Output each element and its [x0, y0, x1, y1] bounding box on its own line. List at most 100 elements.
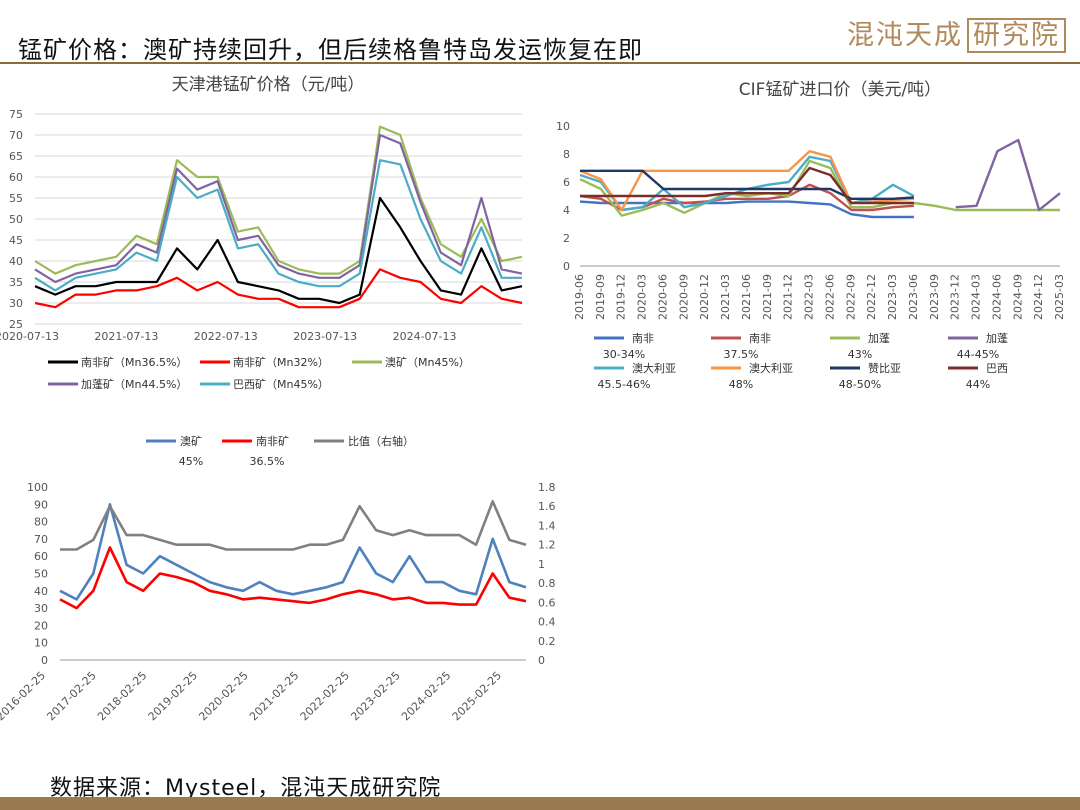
legend-label: 澳大利亚 [749, 361, 793, 375]
y-tick-label-left: 60 [34, 550, 48, 563]
legend-label: 36.5% [250, 455, 285, 468]
x-tick-label: 2020-03 [636, 274, 649, 320]
y-tick-label-right: 0.2 [538, 635, 556, 648]
x-tick-label: 2020-12 [698, 274, 711, 320]
y-tick-label: 35 [9, 276, 23, 289]
x-tick-label: 2021-07-13 [94, 330, 158, 343]
chart-title: CIF锰矿进口价（美元/吨） [739, 80, 941, 100]
y-tick-label-left: 100 [27, 481, 48, 494]
x-tick-label: 2025-02-25 [450, 669, 504, 723]
x-tick-label: 2024-06 [990, 274, 1003, 320]
y-tick-label-right: 0.4 [538, 616, 556, 629]
legend-label: 巴西矿（Mn45%） [233, 378, 329, 391]
y-tick-label-right: 1.4 [538, 519, 556, 532]
legend-label: 加蓬 [868, 332, 890, 345]
series-line [59, 546, 527, 610]
series-line [34, 268, 523, 309]
y-tick-label: 50 [9, 213, 23, 226]
y-tick-label-left: 50 [34, 568, 48, 581]
y-tick-label-left: 70 [34, 533, 48, 546]
legend-label: 南非矿（Mn36.5%） [81, 356, 187, 369]
x-tick-label: 2020-06 [656, 274, 669, 320]
x-tick-label: 2023-07-13 [293, 330, 357, 343]
x-tick-label: 2020-02-25 [196, 669, 250, 723]
y-tick-label-left: 0 [41, 654, 48, 667]
x-tick-label: 2018-02-25 [95, 669, 149, 723]
brand-logo: 混沌天成 研究院 [847, 13, 1066, 53]
series-line [579, 200, 914, 219]
x-tick-label: 2022-09 [844, 274, 857, 320]
series-line [955, 138, 1061, 212]
y-tick-label: 45 [9, 234, 23, 247]
x-tick-label: 2022-06 [823, 274, 836, 320]
legend-label: 44-45% [957, 348, 999, 361]
y-tick-label: 2 [563, 232, 570, 245]
x-tick-label: 2017-02-25 [44, 669, 98, 723]
series-line [34, 133, 523, 284]
x-tick-label: 2021-06 [740, 274, 753, 320]
series-line [580, 169, 914, 200]
footer-bar [0, 797, 1080, 810]
x-tick-label: 2024-02-25 [399, 669, 453, 723]
x-tick-label: 2023-12 [949, 274, 962, 320]
x-tick-label: 2021-03 [719, 274, 732, 320]
y-tick-label-left: 30 [34, 602, 48, 615]
page-title: 锰矿价格：澳矿持续回升，但后续格鲁特岛发运恢复在即 [18, 36, 643, 64]
series-line [579, 159, 1060, 217]
y-tick-label: 40 [9, 255, 23, 268]
y-tick-label: 0 [563, 260, 570, 273]
series-line [60, 500, 527, 551]
x-tick-label: 2020-09 [677, 274, 690, 320]
legend-label: 加蓬 [986, 332, 1008, 345]
x-tick-label: 2022-12 [865, 274, 878, 320]
legend-label: 加蓬矿（Mn44.5%） [81, 378, 187, 391]
x-tick-label: 2023-03 [886, 274, 899, 320]
y-tick-label-right: 0.8 [538, 577, 556, 590]
y-tick-label: 4 [563, 204, 570, 217]
y-tick-label-right: 0 [538, 654, 545, 667]
legend-label: 37.5% [724, 348, 759, 361]
data-source-note: 数据来源：Mysteel，混沌天成研究院 [50, 776, 442, 801]
x-tick-label: 2016-02-25 [0, 669, 48, 723]
series-line [34, 196, 523, 305]
legend-label: 48-50% [839, 378, 881, 391]
x-tick-label: 2021-12 [782, 274, 795, 320]
x-tick-label: 2024-09 [1011, 274, 1024, 320]
y-tick-label: 75 [9, 108, 23, 121]
y-tick-label: 8 [563, 148, 570, 161]
y-tick-label: 65 [9, 150, 23, 163]
series-line [34, 125, 523, 275]
legend-label: 巴西 [986, 362, 1008, 375]
legend-label: 南非矿 [256, 435, 289, 448]
x-tick-label: 2023-02-25 [348, 669, 402, 723]
y-tick-label: 60 [9, 171, 23, 184]
y-tick-label-right: 1.6 [538, 500, 556, 513]
y-tick-label-left: 10 [34, 637, 48, 650]
y-tick-label-right: 1 [538, 558, 545, 571]
legend-label: 南非矿（Mn32%） [233, 356, 329, 369]
legend-label: 45% [179, 455, 203, 468]
legend-label: 南非 [632, 332, 654, 345]
x-tick-label: 2024-03 [970, 274, 983, 320]
legend-label: 澳大利亚 [632, 361, 676, 375]
header-divider [0, 62, 1080, 64]
x-tick-label: 2023-09 [928, 274, 941, 320]
legend-label: 45.5-46% [598, 378, 651, 391]
y-tick-label-right: 0.6 [538, 596, 556, 609]
legend-label: 44% [966, 378, 990, 391]
y-tick-label: 6 [563, 176, 570, 189]
x-tick-label: 2024-12 [1032, 274, 1045, 320]
brand-text: 混沌天成 [847, 20, 963, 51]
x-tick-label: 2021-09 [761, 274, 774, 320]
x-tick-label: 2019-09 [594, 274, 607, 320]
y-tick-label: 30 [9, 297, 23, 310]
legend-label: 48% [729, 378, 753, 391]
y-tick-label-left: 80 [34, 516, 48, 529]
x-tick-label: 2019-12 [615, 274, 628, 320]
chart-title: 天津港锰矿价格（元/吨） [172, 75, 365, 95]
legend-label: 30-34% [603, 348, 645, 361]
x-tick-label: 2023-06 [907, 274, 920, 320]
x-tick-label: 2025-03 [1053, 274, 1066, 320]
brand-boxed-text: 研究院 [967, 18, 1066, 53]
y-tick-label: 70 [9, 129, 23, 142]
